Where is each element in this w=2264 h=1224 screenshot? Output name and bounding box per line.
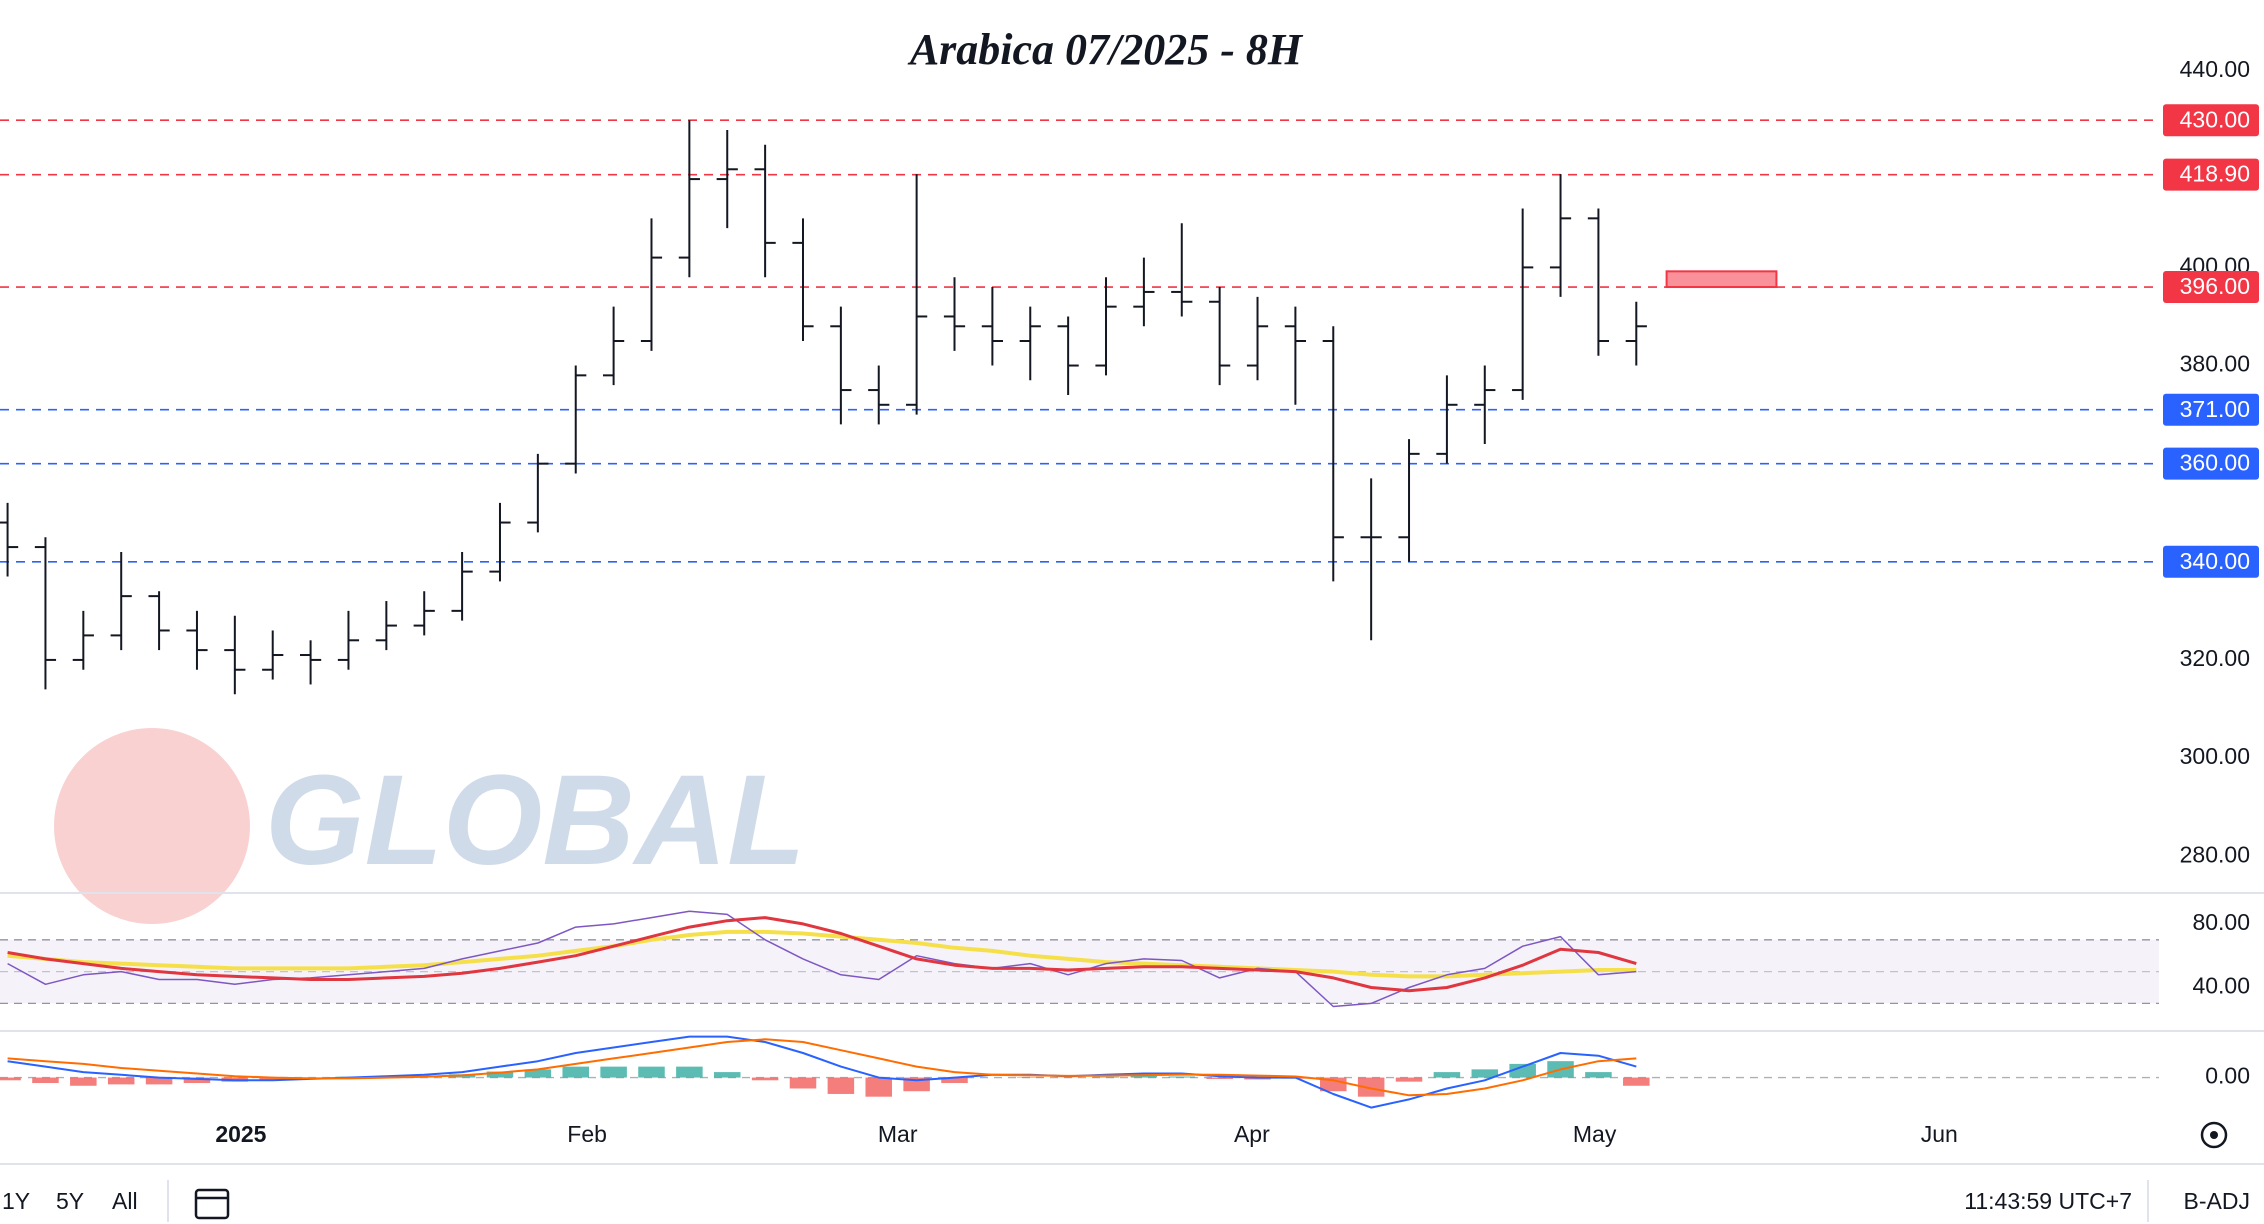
settings-icon[interactable]	[2200, 1121, 2228, 1149]
histogram-bar	[0, 1077, 21, 1081]
histogram-bar	[676, 1066, 703, 1078]
level-label: 396.00	[2180, 273, 2250, 299]
histogram-bar	[903, 1077, 930, 1092]
histogram-bar	[562, 1066, 589, 1078]
x-tick-label: Feb	[567, 1121, 607, 1147]
range-button[interactable]: 5Y	[56, 1188, 84, 1214]
histogram-bar	[1206, 1077, 1233, 1079]
histogram-bar	[70, 1077, 97, 1086]
histogram-bar	[107, 1077, 135, 1085]
chart-title: Arabica 07/2025 - 8H	[907, 25, 1304, 74]
y-tick-label: 380.00	[2180, 351, 2250, 377]
histogram-bar	[145, 1077, 173, 1085]
level-label-box	[2163, 393, 2259, 426]
y-tick-label: 80.00	[2192, 909, 2250, 935]
level-label: 430.00	[2180, 106, 2250, 132]
level-label: 340.00	[2180, 548, 2250, 574]
y-tick-label: 280.00	[2180, 841, 2250, 867]
indicator-line	[7, 1038, 1637, 1097]
settings-icon-dot	[2210, 1131, 2218, 1139]
histogram-bar	[1130, 1075, 1158, 1078]
histogram-bar	[638, 1066, 665, 1078]
range-button[interactable]: 1Y	[2, 1188, 30, 1214]
y-tick-label: 440.00	[2180, 56, 2250, 82]
histogram-bar	[789, 1077, 817, 1089]
histogram-bar	[827, 1077, 855, 1094]
clock: 11:43:59 UTC+7	[1964, 1188, 2132, 1214]
y-tick-label: 300.00	[2180, 743, 2250, 769]
histogram-bar	[486, 1071, 514, 1078]
price-zone	[1665, 270, 1778, 289]
histogram-bar	[183, 1077, 211, 1084]
y-tick-label: 40.00	[2192, 973, 2250, 999]
x-tick-label: 2025	[215, 1121, 266, 1147]
y-tick-label: 0.00	[2205, 1063, 2250, 1089]
histogram-bar	[865, 1077, 893, 1097]
histogram-bar	[1092, 1076, 1120, 1078]
adjustment-toggle[interactable]: B-ADJ	[2184, 1188, 2250, 1214]
watermark: GLOBAL	[265, 749, 805, 892]
histogram-bar	[1471, 1069, 1499, 1078]
range-button[interactable]: All	[112, 1188, 138, 1214]
histogram-bar	[1395, 1077, 1423, 1082]
level-label-box	[2163, 545, 2259, 578]
level-label: 371.00	[2180, 396, 2250, 422]
y-tick-label: 320.00	[2180, 645, 2250, 671]
level-label: 418.90	[2180, 161, 2250, 187]
x-tick-label: Mar	[878, 1121, 918, 1147]
indicator-line	[7, 929, 1637, 979]
histogram-bar	[1017, 1077, 1044, 1078]
level-label-box	[2163, 104, 2259, 137]
level-label-box	[2163, 447, 2259, 480]
level-label-box	[2163, 158, 2259, 191]
histogram-bar	[1357, 1077, 1385, 1097]
indicator-line	[7, 916, 1637, 993]
histogram-bar	[751, 1077, 779, 1081]
calendar-icon[interactable]	[194, 1188, 230, 1220]
x-tick-label: Apr	[1234, 1121, 1270, 1147]
histogram-bar	[1623, 1077, 1650, 1086]
x-tick-label: May	[1573, 1121, 1617, 1147]
level-label: 360.00	[2180, 450, 2250, 476]
histogram-bar	[259, 1077, 286, 1081]
histogram-bar	[524, 1069, 552, 1078]
histogram-bar	[713, 1072, 741, 1078]
histogram-bar	[941, 1077, 968, 1084]
histogram-bar	[1433, 1072, 1461, 1078]
date-range-icon[interactable]	[194, 1188, 230, 1220]
indicator-line	[7, 1035, 1637, 1109]
histogram-bar	[600, 1066, 627, 1078]
watermark-logo	[54, 728, 250, 924]
histogram-bar	[1509, 1063, 1536, 1078]
histogram-bar	[32, 1077, 59, 1084]
x-tick-label: Jun	[1921, 1121, 1958, 1147]
level-label-box	[2163, 271, 2259, 304]
histogram-bar	[1585, 1072, 1612, 1078]
histogram-bar	[1168, 1076, 1196, 1078]
